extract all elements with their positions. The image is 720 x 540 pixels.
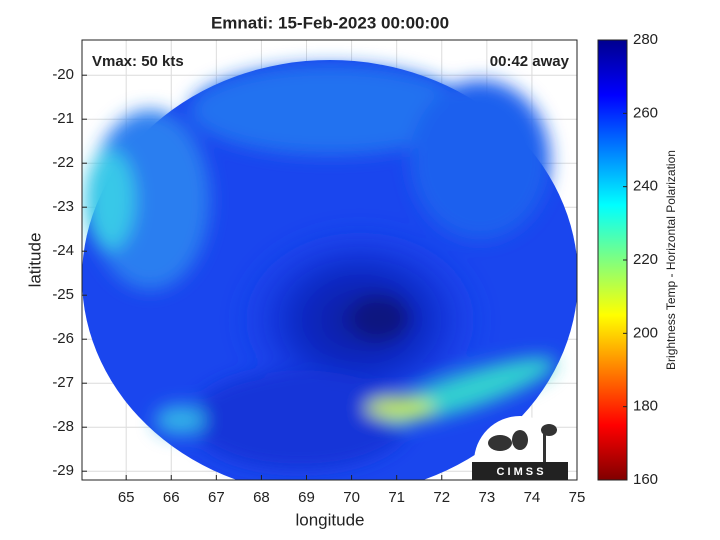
chart-title: Emnati: 15-Feb-2023 00:00:00 [211,13,449,32]
y-tick-label: -24 [52,242,74,259]
x-axis-label: longitude [295,510,364,529]
colorbar-tick-label: 180 [633,398,658,415]
colorbar [597,39,628,481]
colorbar-tick-label: 280 [633,31,658,48]
colorbar-tick-label: 200 [633,324,658,341]
colorbar-tick-label: 240 [633,178,658,195]
colorbar-tick-label: 260 [633,104,658,121]
y-tick-label: -22 [52,154,74,171]
logo: C I M S S [472,416,568,480]
y-tick-label: -29 [52,462,74,479]
y-tick-label: -27 [52,374,74,391]
y-tick-label: -23 [52,198,74,215]
satellite-image: C I M S S [82,60,577,480]
x-tick-label: 66 [163,489,180,506]
y-axis-label: latitude [25,233,44,288]
y-tick-label: -28 [52,418,74,435]
x-tick-label: 69 [298,489,315,506]
y-tick-label: -20 [52,66,74,83]
x-tick-label: 65 [118,489,135,506]
annotation: 00:42 away [490,53,570,70]
plot-frame [81,39,578,481]
x-tick-label: 71 [388,489,405,506]
x-tick-label: 72 [433,489,450,506]
x-tick-label: 70 [343,489,360,506]
x-tick-label: 75 [569,489,586,506]
colorbar-tick-label: 160 [633,471,658,488]
x-tick-label: 67 [208,489,225,506]
colorbar-tick-label: 220 [633,251,658,268]
logo-text: C I M S S [496,466,543,478]
x-tick-label: 74 [524,489,541,506]
x-tick-label: 73 [478,489,495,506]
x-tick-label: 68 [253,489,270,506]
y-tick-label: -26 [52,330,74,347]
y-tick-label: -21 [52,110,74,127]
y-tick-label: -25 [52,286,74,303]
colorbar-label: Brightness Temp - Horizontal Polarizatio… [664,150,678,370]
annotation: Vmax: 50 kts [92,53,184,70]
